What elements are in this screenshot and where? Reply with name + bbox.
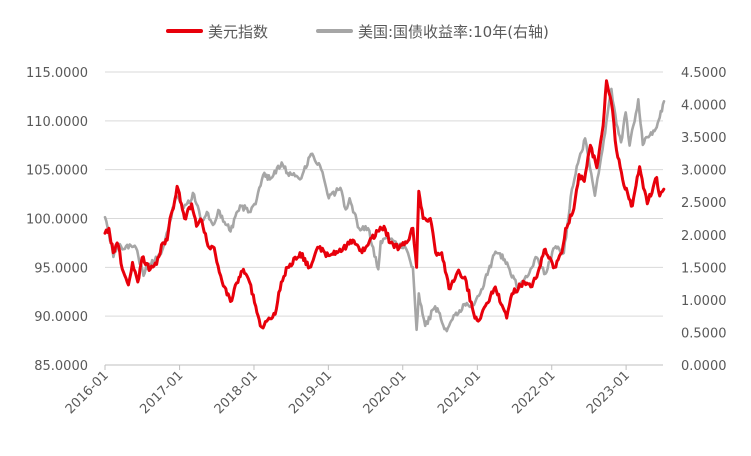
x-axis-tick-label: 2022-01 [510, 368, 559, 417]
right-axis-tick-label: 0.0000 [681, 359, 727, 374]
x-axis-tick-label: 2023-01 [584, 368, 633, 417]
x-axis-tick-label: 2021-01 [435, 368, 484, 417]
x-axis-tick-label: 2019-01 [286, 368, 335, 417]
right-axis-tick-label: 3.0000 [681, 164, 727, 179]
left-axis-tick-label: 85.0000 [34, 359, 88, 374]
right-axis-tick-label: 2.0000 [681, 229, 727, 244]
left-axis-tick-label: 90.0000 [34, 310, 88, 325]
x-axis-tick-label: 2017-01 [137, 368, 186, 417]
right-axis-tick-label: 4.0000 [681, 99, 727, 114]
left-axis-tick-label: 100.0000 [26, 213, 88, 228]
legend-label: 美元指数 [208, 23, 268, 41]
left-axis-tick-label: 95.0000 [34, 261, 88, 276]
x-axis-tick-label: 2018-01 [212, 368, 261, 417]
right-axis-tick-label: 1.5000 [681, 261, 727, 276]
left-axis-tick-label: 110.0000 [26, 115, 88, 130]
right-axis-tick-label: 1.0000 [681, 294, 727, 309]
x-axis-tick-label: 2020-01 [361, 368, 410, 417]
legend-label: 美国:国债收益率:10年(右轴) [358, 23, 549, 41]
right-axis-tick-label: 0.5000 [681, 326, 727, 341]
left-axis-tick-label: 115.0000 [26, 66, 88, 81]
left-axis-tick-label: 105.0000 [26, 164, 88, 179]
right-axis-tick-label: 3.5000 [681, 131, 727, 146]
right-axis-tick-label: 4.5000 [681, 66, 727, 81]
x-axis-tick-label: 2016-01 [63, 368, 112, 417]
right-axis-tick-label: 2.5000 [681, 196, 727, 211]
series-line-dollar-index [103, 79, 666, 330]
